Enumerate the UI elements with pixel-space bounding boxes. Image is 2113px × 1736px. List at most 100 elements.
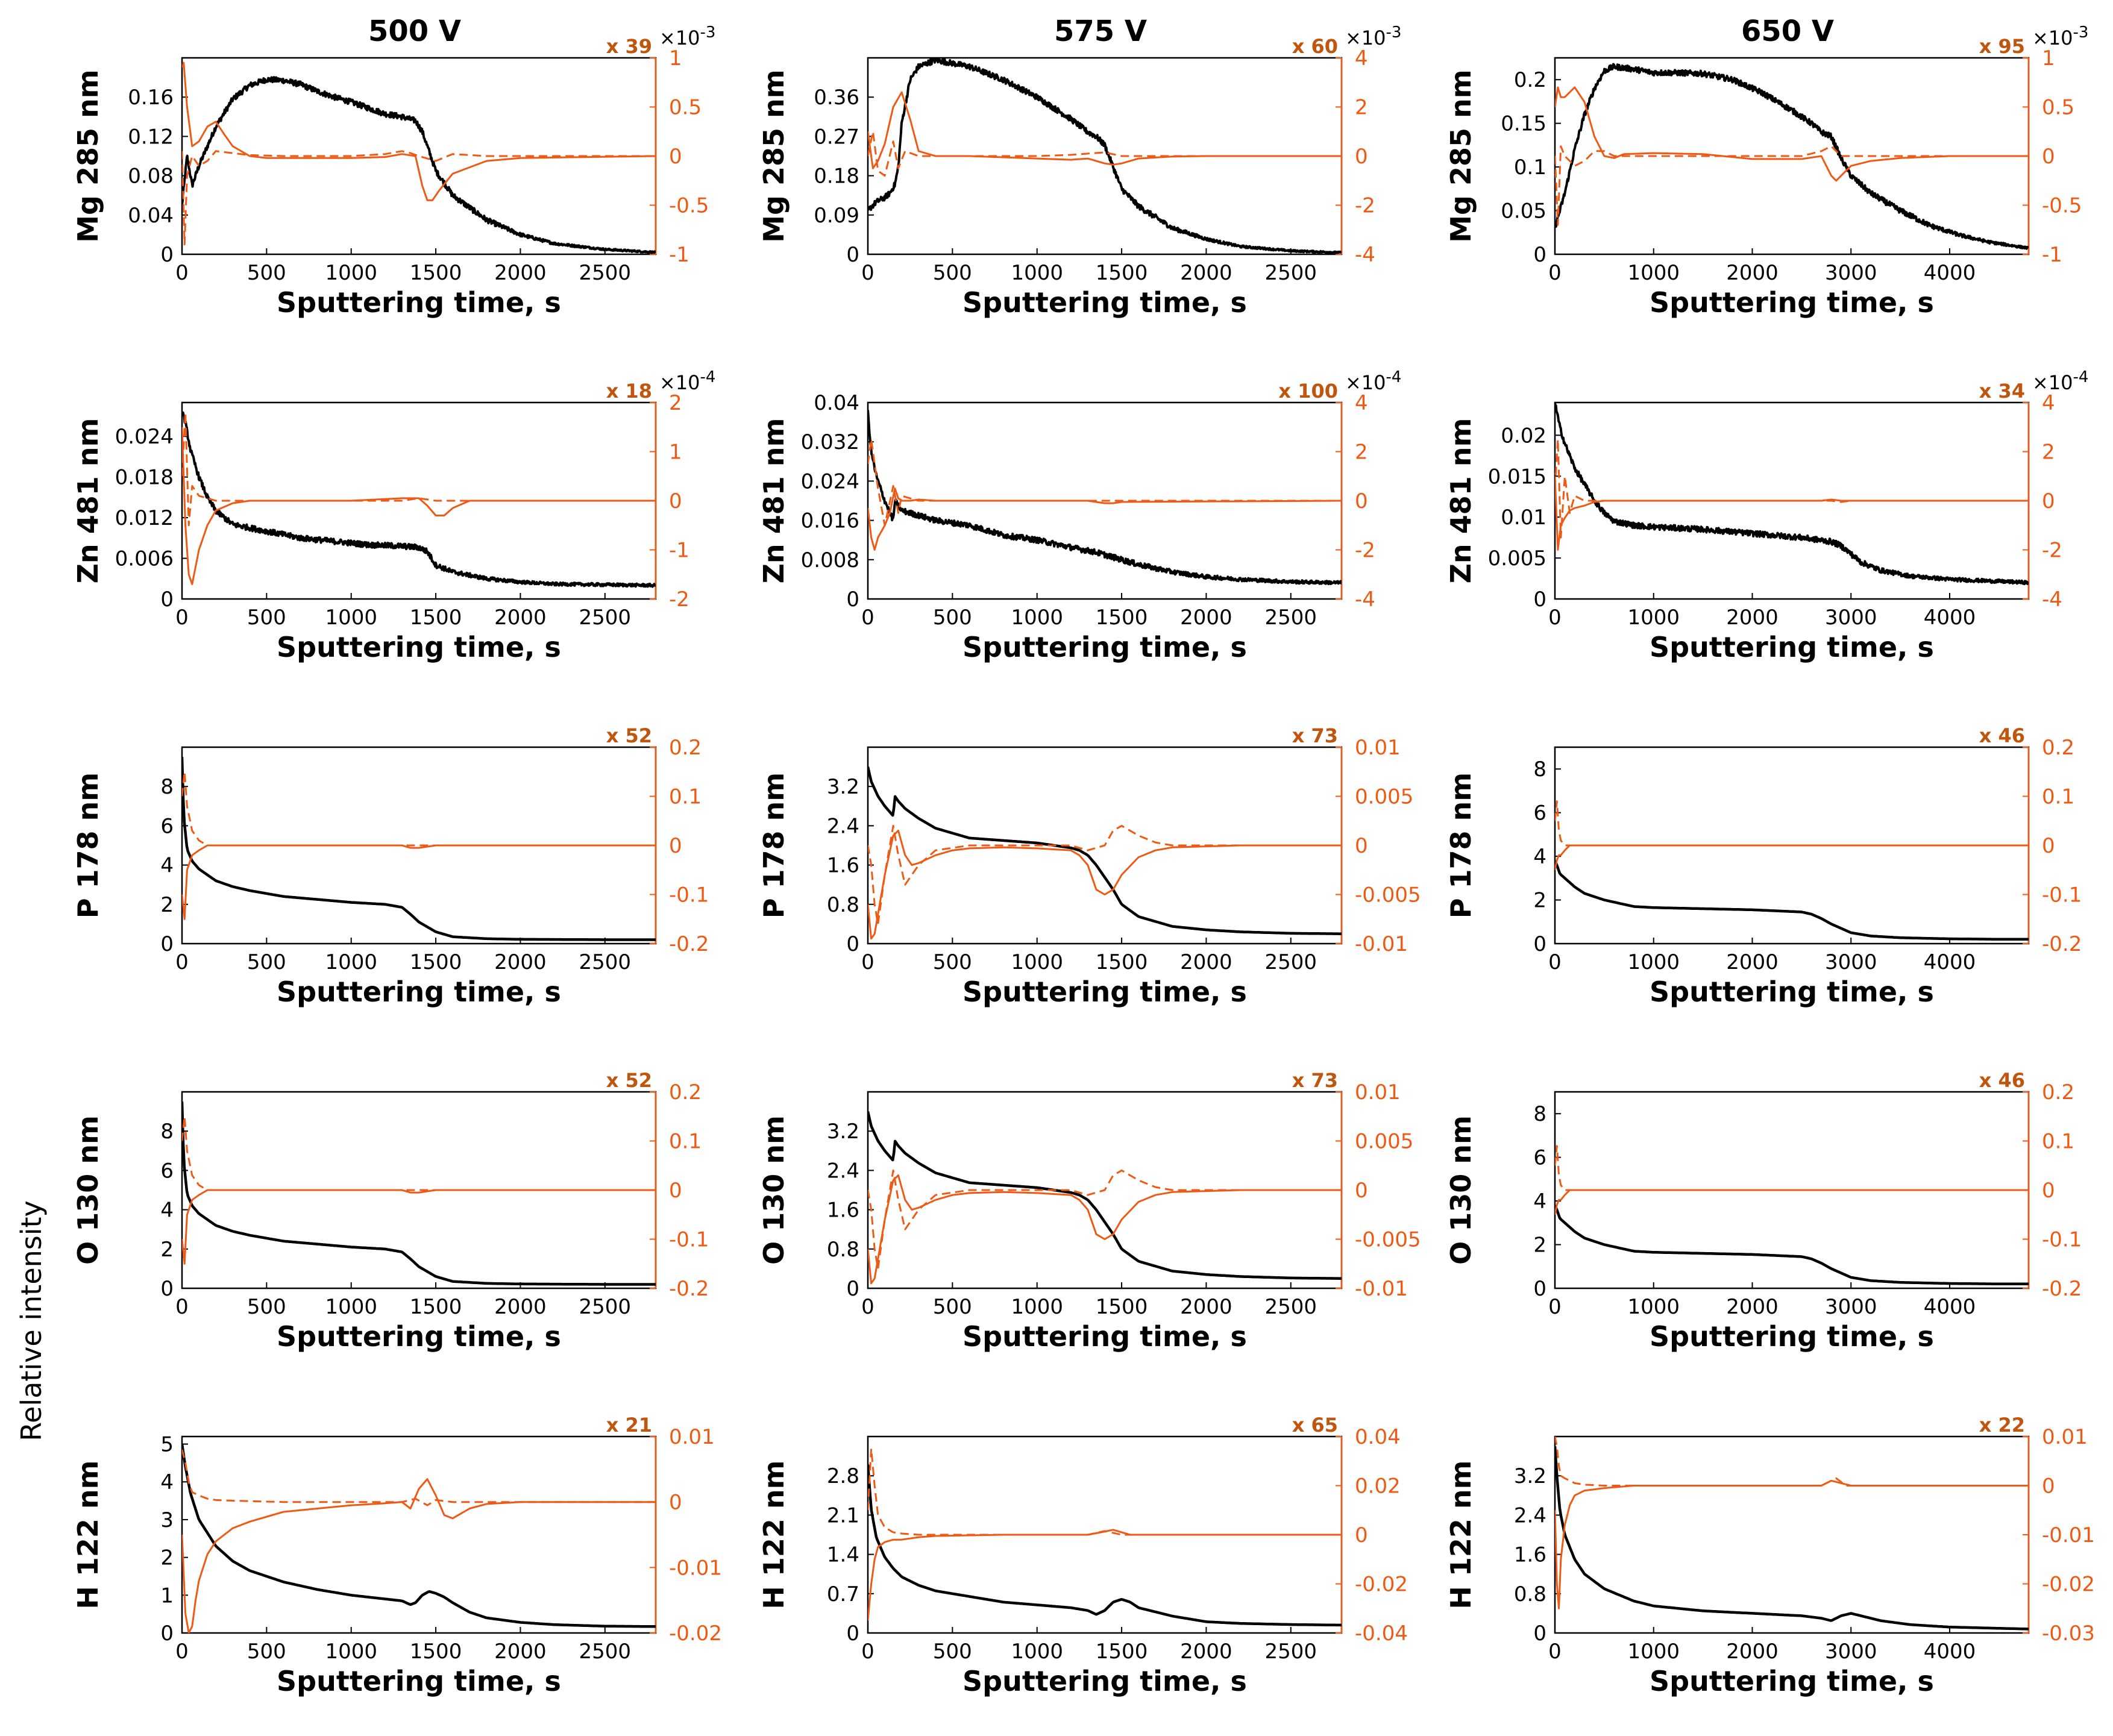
- data-layer: [868, 1447, 1342, 1627]
- x-tick-label: 0: [861, 1640, 874, 1664]
- x-tick-label: 3000: [1825, 1295, 1877, 1319]
- y-tick-label: 0: [846, 1277, 859, 1301]
- y-tick-label: 4: [1533, 1189, 1546, 1214]
- y2-tick-label: -0.01: [1355, 1277, 1408, 1301]
- panel-mg-575: 0 500 1000 1500 2000 2500 0 0.09 0.18 0.27 0.36 4 2 0…: [758, 24, 1401, 319]
- series-derivative: [182, 844, 656, 920]
- y-tick-label: 0.024: [801, 469, 859, 494]
- y2-tick-label: 0.2: [2042, 736, 2074, 760]
- y-tick-label: 8: [160, 1120, 174, 1144]
- y2-tick-label: 0.2: [669, 1080, 702, 1105]
- x-axis-label: Sputtering time, s: [962, 976, 1247, 1008]
- x-tick-label: 2000: [1180, 606, 1232, 630]
- y2-tick-label: -0.2: [2042, 932, 2082, 956]
- x-tick-label: 3000: [1825, 1640, 1877, 1664]
- y2-exponent: ×10-4: [659, 368, 715, 394]
- y2-tick-label: -0.02: [1355, 1573, 1408, 1597]
- x-tick-label: 2000: [1726, 950, 1779, 974]
- y-tick-label: 0.09: [814, 204, 859, 228]
- series-derivative: [1555, 1479, 2029, 1609]
- y2-tick-label: 0: [669, 834, 682, 858]
- y-tick-label: 0.016: [801, 509, 859, 533]
- y-tick-label: 0.12: [128, 125, 174, 149]
- y-axis-label: Mg 285 nm: [1445, 69, 1477, 242]
- x-tick-label: 500: [933, 1295, 972, 1319]
- panel-zn-575: 0 500 1000 1500 2000 2500 0 0.008 0.016 0.024 0.03…: [758, 368, 1401, 663]
- series-intensity: [868, 410, 1342, 586]
- plot-frame: [1554, 1435, 2030, 1634]
- x-tick-label: 1000: [1627, 261, 1680, 285]
- y2-tick-label: 0.1: [2042, 1130, 2074, 1154]
- y-tick-label: 0.2: [1514, 68, 1546, 92]
- y2-tick-label: -0.5: [2042, 194, 2082, 218]
- x-axis-label: Sputtering time, s: [1650, 631, 1934, 663]
- scale-multiplier: x 95: [1979, 35, 2025, 58]
- x-tick-label: 4000: [1924, 261, 1976, 285]
- series-intensity: [182, 76, 656, 254]
- x-tick-label: 3000: [1825, 950, 1877, 974]
- y2-tick-label: 4: [1355, 46, 1368, 71]
- y2-tick-label: 0.2: [669, 736, 702, 760]
- data-layer: [868, 58, 1342, 254]
- y-tick-label: 3: [160, 1508, 174, 1532]
- panel-p-650: 0 1000 2000 3000 4000 0 2 4 6 8 0.2 0.1 0 -0.1 -0.2 Spu…: [1445, 724, 2082, 1008]
- x-axis-label: Sputtering time, s: [277, 1665, 561, 1697]
- x-tick-label: 500: [247, 1295, 286, 1319]
- series-derivative: [1555, 844, 2029, 871]
- y2-tick-label: 0: [669, 1179, 682, 1203]
- y2-tick-label: 0.1: [2042, 785, 2074, 809]
- x-axis-label: Sputtering time, s: [277, 976, 561, 1008]
- y-tick-label: 0: [1533, 1277, 1546, 1301]
- series-derivative-dashed: [182, 411, 656, 527]
- series-intensity: [182, 757, 656, 941]
- y2-tick-label: 0: [2042, 145, 2055, 169]
- series-intensity: [182, 1101, 656, 1286]
- scale-multiplier: x 60: [1292, 35, 1338, 58]
- data-layer: [182, 61, 656, 254]
- y2-tick-label: 0.01: [1355, 736, 1401, 760]
- x-tick-label: 2000: [494, 1295, 547, 1319]
- y2-tick-label: 0: [2042, 1179, 2055, 1203]
- series-intensity: [1555, 403, 2029, 586]
- x-tick-label: 4000: [1924, 1295, 1976, 1319]
- x-tick-label: 500: [247, 261, 286, 285]
- y-tick-label: 0.18: [814, 165, 859, 189]
- y-tick-label: 2: [160, 893, 174, 917]
- panel-h-500: 0 500 1000 1500 2000 2500 0 1 2 3 4 5 0.01 0 -0.01 -0.0…: [72, 1414, 722, 1697]
- y-tick-label: 3.2: [1514, 1464, 1546, 1488]
- y2-tick-label: -0.5: [669, 194, 709, 218]
- series-derivative-dashed: [868, 1447, 1342, 1536]
- y-tick-label: 0.008: [801, 548, 859, 572]
- y-tick-label: 0: [160, 243, 174, 267]
- y-tick-label: 0.005: [1488, 547, 1546, 571]
- x-tick-label: 2500: [579, 261, 632, 285]
- y-tick-label: 2.1: [827, 1503, 859, 1528]
- y-axis-label: H 122 nm: [1445, 1460, 1477, 1609]
- x-tick-label: 0: [1548, 261, 1562, 285]
- x-axis-label: Sputtering time, s: [962, 286, 1247, 319]
- y-axis-label: P 178 nm: [72, 772, 104, 918]
- x-tick-label: 1000: [1627, 606, 1680, 630]
- x-tick-label: 2500: [1265, 1640, 1317, 1664]
- series-derivative-dashed: [1555, 800, 2029, 847]
- x-tick-label: 2000: [1180, 261, 1232, 285]
- panel-p-500: 0 500 1000 1500 2000 2500 0 2 4 6 8 0.2 0.1 0 -0.1 -0.2…: [72, 724, 709, 1008]
- scale-multiplier: x 73: [1292, 724, 1338, 747]
- x-tick-label: 0: [175, 950, 189, 974]
- series-derivative-dashed: [182, 1449, 656, 1506]
- y2-tick-label: 4: [1355, 391, 1368, 415]
- series-derivative-dashed: [868, 130, 1342, 177]
- y-tick-label: 3.2: [827, 775, 859, 799]
- data-layer: [182, 1444, 656, 1633]
- series-intensity: [868, 1111, 1342, 1280]
- y2-tick-label: 1: [669, 46, 682, 71]
- y-tick-label: 0.8: [1514, 1582, 1546, 1606]
- x-tick-label: 0: [175, 1295, 189, 1319]
- y2-tick-label: -0.02: [669, 1622, 722, 1646]
- scale-multiplier: x 46: [1979, 724, 2025, 747]
- data-layer: [182, 411, 656, 588]
- series-derivative-dashed: [182, 150, 656, 246]
- x-tick-label: 1000: [1011, 950, 1063, 974]
- y-tick-label: 0: [846, 1622, 859, 1646]
- data-layer: [1555, 800, 2029, 941]
